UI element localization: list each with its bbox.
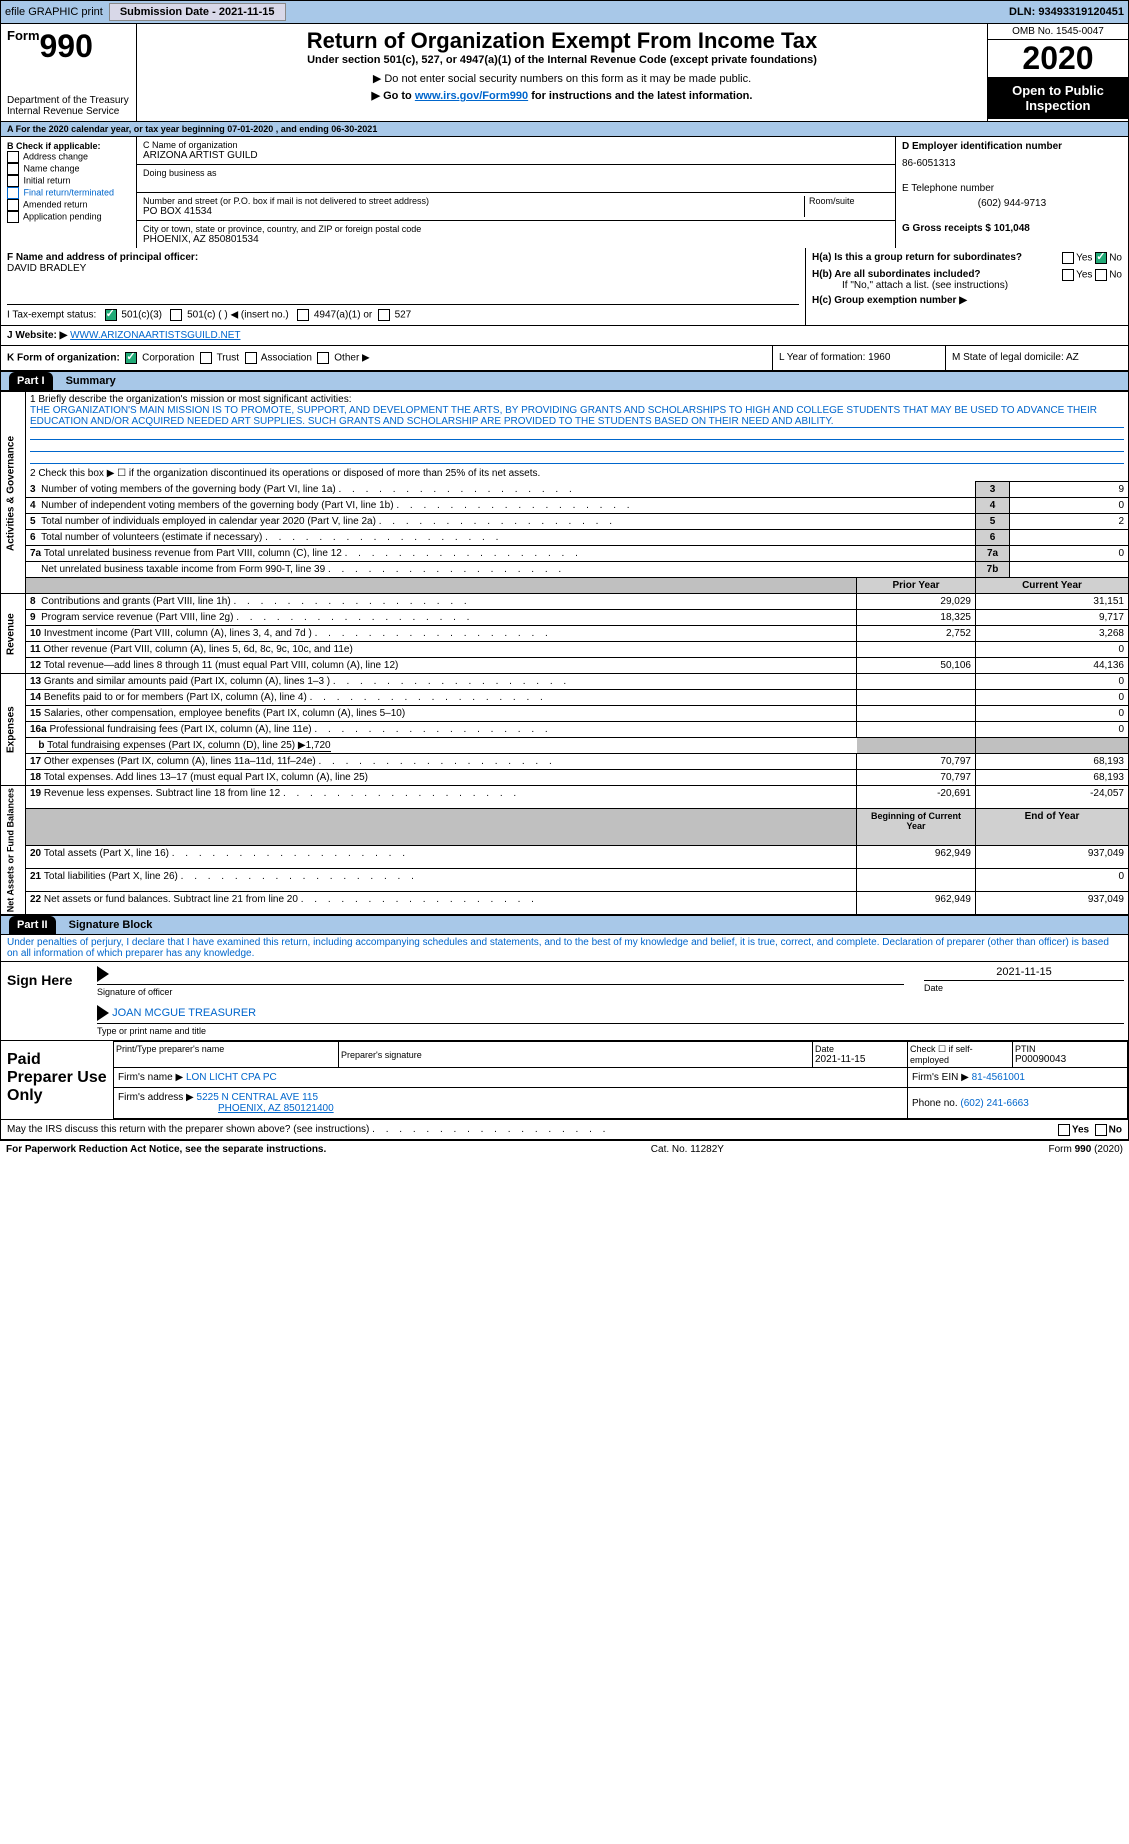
check-final: Final return/terminated <box>7 187 130 199</box>
vert-expenses: Expenses <box>1 674 26 786</box>
eoy-header: End of Year <box>976 809 1129 845</box>
omb-number: OMB No. 1545-0047 <box>988 24 1128 40</box>
calendar-year-row: A For the 2020 calendar year, or tax yea… <box>0 122 1129 137</box>
website-row: J Website: ▶ WWW.ARIZONAARTISTSGUILD.NET <box>0 326 1129 346</box>
boy-header: Beginning of Current Year <box>857 809 976 845</box>
date-label: Date <box>924 983 1124 993</box>
form-title: Return of Organization Exempt From Incom… <box>141 28 983 54</box>
check-501c3 <box>105 309 117 321</box>
sign-here-section: Sign Here Signature of officer 2021-11-1… <box>0 962 1129 1041</box>
form-word: Form <box>7 28 40 43</box>
officer-label: F Name and address of principal officer: <box>7 252 799 263</box>
vert-netassets: Net Assets or Fund Balances <box>1 786 26 915</box>
part1-title: Summary <box>56 375 116 387</box>
efile-header-bar: efile GRAPHIC print Submission Date - 20… <box>0 0 1129 24</box>
ein-label: D Employer identification number <box>902 141 1122 152</box>
state-domicile: M State of legal domicile: AZ <box>945 346 1128 370</box>
form-footer: Form 990 (2020) <box>1049 1144 1123 1155</box>
part1-label: Part I <box>9 372 53 390</box>
mission-text: THE ORGANIZATION'S MAIN MISSION IS TO PR… <box>30 405 1124 428</box>
name-label: C Name of organization <box>143 140 889 150</box>
tax-year: 2020 <box>988 40 1128 77</box>
sign-here-label: Sign Here <box>1 962 93 1040</box>
line2: 2 Check this box ▶ ☐ if the organization… <box>26 466 1129 482</box>
dln-label: DLN: 93493319120451 <box>1009 6 1124 18</box>
check-4947 <box>297 309 309 321</box>
city: PHOENIX, AZ 850801534 <box>143 234 889 245</box>
klm-row: K Form of organization: Corporation Trus… <box>0 346 1129 371</box>
ha-row: H(a) Is this a group return for subordin… <box>812 252 1122 263</box>
check-527 <box>378 309 390 321</box>
dept-irs: Internal Revenue Service <box>7 106 130 117</box>
form-number: 990 <box>40 28 93 64</box>
goto-note: ▶ Go to www.irs.gov/Form990 for instruct… <box>141 89 983 102</box>
vert-revenue: Revenue <box>1 594 26 674</box>
room-label: Room/suite <box>809 196 889 206</box>
paid-preparer-label: Paid Preparer Use Only <box>1 1041 113 1119</box>
check-pending: Application pending <box>7 211 130 223</box>
part2-header-row: Part II Signature Block <box>0 915 1129 935</box>
dept-treasury: Department of the Treasury <box>7 95 130 106</box>
part1-header-row: Part I Summary <box>0 371 1129 391</box>
hc-row: H(c) Group exemption number ▶ <box>812 295 1122 306</box>
line1-label: 1 Briefly describe the organization's mi… <box>30 394 1124 405</box>
discuss-row: May the IRS discuss this return with the… <box>0 1120 1129 1140</box>
check-corp <box>125 352 137 364</box>
paperwork-notice: For Paperwork Reduction Act Notice, see … <box>6 1144 326 1155</box>
part2-label: Part II <box>9 916 56 934</box>
penalty-statement: Under penalties of perjury, I declare th… <box>0 935 1129 962</box>
fh-section: F Name and address of principal officer:… <box>0 248 1129 326</box>
hb-row: H(b) Are all subordinates included? Yes … <box>812 269 1122 280</box>
officer-name-title: JOAN MCGUE TREASURER <box>112 1007 256 1019</box>
gross-receipts: G Gross receipts $ 101,048 <box>902 223 1122 234</box>
efile-label: efile GRAPHIC print <box>5 6 103 18</box>
current-year-header: Current Year <box>976 578 1129 594</box>
check-name: Name change <box>7 163 130 175</box>
paid-preparer-section: Paid Preparer Use Only Print/Type prepar… <box>0 1041 1129 1120</box>
check-other <box>317 352 329 364</box>
open-to-public: Open to Public Inspection <box>988 77 1128 119</box>
street: PO BOX 41534 <box>143 206 804 217</box>
year-formation: L Year of formation: 1960 <box>772 346 945 370</box>
city-label: City or town, state or province, country… <box>143 224 889 234</box>
officer-name: DAVID BRADLEY <box>7 263 799 274</box>
summary-table: Activities & Governance 1 Briefly descri… <box>0 391 1129 915</box>
check-amended: Amended return <box>7 199 130 211</box>
check-assoc <box>245 352 257 364</box>
phone: (602) 944-9713 <box>902 198 1122 209</box>
prior-year-header: Prior Year <box>857 578 976 594</box>
check-trust <box>200 352 212 364</box>
ein: 86-6051313 <box>902 158 1122 169</box>
vert-activities: Activities & Governance <box>1 392 26 594</box>
sig-officer-label: Signature of officer <box>97 987 904 997</box>
hb-note: If "No," attach a list. (see instruction… <box>842 280 1122 291</box>
sig-date: 2021-11-15 <box>924 966 1124 978</box>
form-header: Form990 Department of the Treasury Inter… <box>0 24 1129 122</box>
phone-label: E Telephone number <box>902 183 1122 194</box>
form-subtitle: Under section 501(c), 527, or 4947(a)(1)… <box>141 54 983 66</box>
entity-section: B Check if applicable: Address change Na… <box>0 137 1129 248</box>
type-name-label: Type or print name and title <box>97 1026 1124 1036</box>
dba-label: Doing business as <box>143 168 889 178</box>
org-name: ARIZONA ARTIST GUILD <box>143 150 889 161</box>
submission-date-button[interactable]: Submission Date - 2021-11-15 <box>109 3 286 21</box>
check-address: Address change <box>7 151 130 163</box>
check-initial: Initial return <box>7 175 130 187</box>
irs-link[interactable]: www.irs.gov/Form990 <box>415 90 528 102</box>
ssn-note: ▶ Do not enter social security numbers o… <box>141 72 983 85</box>
website-link[interactable]: WWW.ARIZONAARTISTSGUILD.NET <box>70 330 240 341</box>
part2-title: Signature Block <box>59 919 153 931</box>
arrow-icon <box>97 966 109 982</box>
check-501c <box>170 309 182 321</box>
box-b-label: B Check if applicable: <box>7 141 130 151</box>
tax-exempt-label: I Tax-exempt status: <box>7 310 96 321</box>
page-footer: For Paperwork Reduction Act Notice, see … <box>0 1140 1129 1158</box>
street-label: Number and street (or P.O. box if mail i… <box>143 196 804 206</box>
cat-number: Cat. No. 11282Y <box>651 1144 724 1155</box>
arrow-icon <box>97 1005 109 1021</box>
